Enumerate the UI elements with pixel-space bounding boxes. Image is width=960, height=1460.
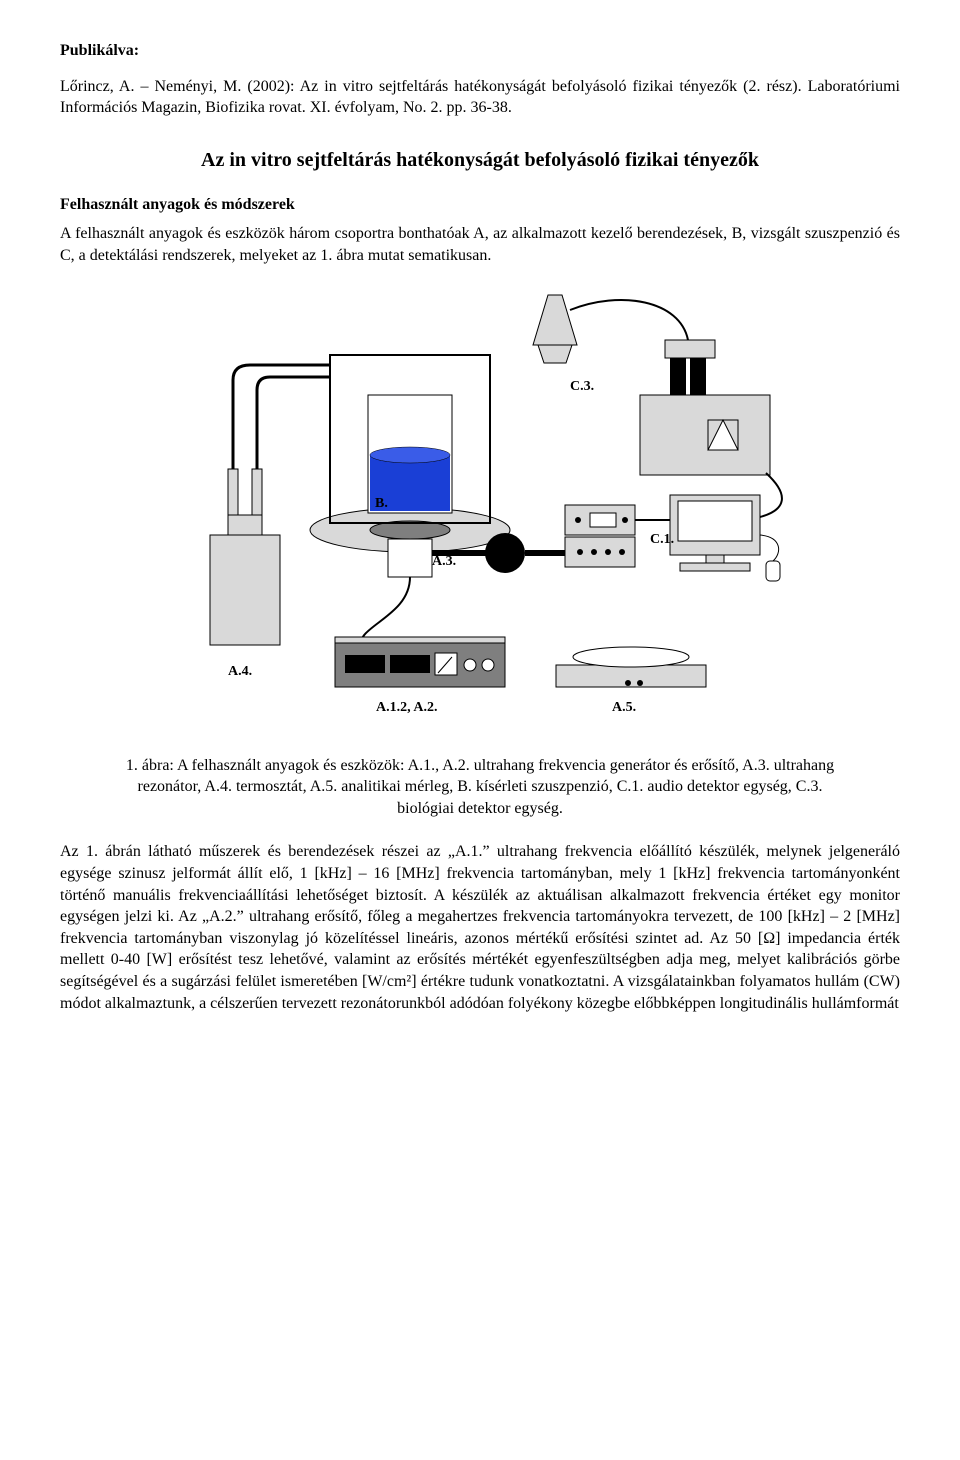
svg-text:A.1.2, A.2.: A.1.2, A.2.	[376, 700, 437, 715]
svg-text:A.3.: A.3.	[432, 554, 456, 569]
section-heading: Felhasznált anyagok és módszerek	[60, 194, 900, 216]
svg-text:A.4.: A.4.	[228, 664, 252, 679]
apparatus-diagram: C.3. C.1. A.4. B. A.3.	[170, 285, 790, 745]
citation-text: Lőrincz, A. – Neményi, M. (2002): Az in …	[60, 76, 900, 119]
svg-text:C.1.: C.1.	[650, 532, 674, 547]
svg-text:C.3.: C.3.	[570, 379, 594, 394]
svg-text:A.5.: A.5.	[612, 700, 636, 715]
published-label: Publikálva:	[60, 40, 900, 62]
body-paragraph: Az 1. ábrán látható műszerek és berendez…	[60, 841, 900, 1014]
intro-paragraph: A felhasznált anyagok és eszközök három …	[60, 223, 900, 266]
figure-1: C.3. C.1. A.4. B. A.3.	[60, 285, 900, 745]
figure-caption: 1. ábra: A felhasznált anyagok és eszköz…	[120, 755, 840, 820]
paper-title: Az in vitro sejtfeltárás hatékonyságát b…	[60, 147, 900, 174]
svg-text:B.: B.	[375, 496, 388, 511]
